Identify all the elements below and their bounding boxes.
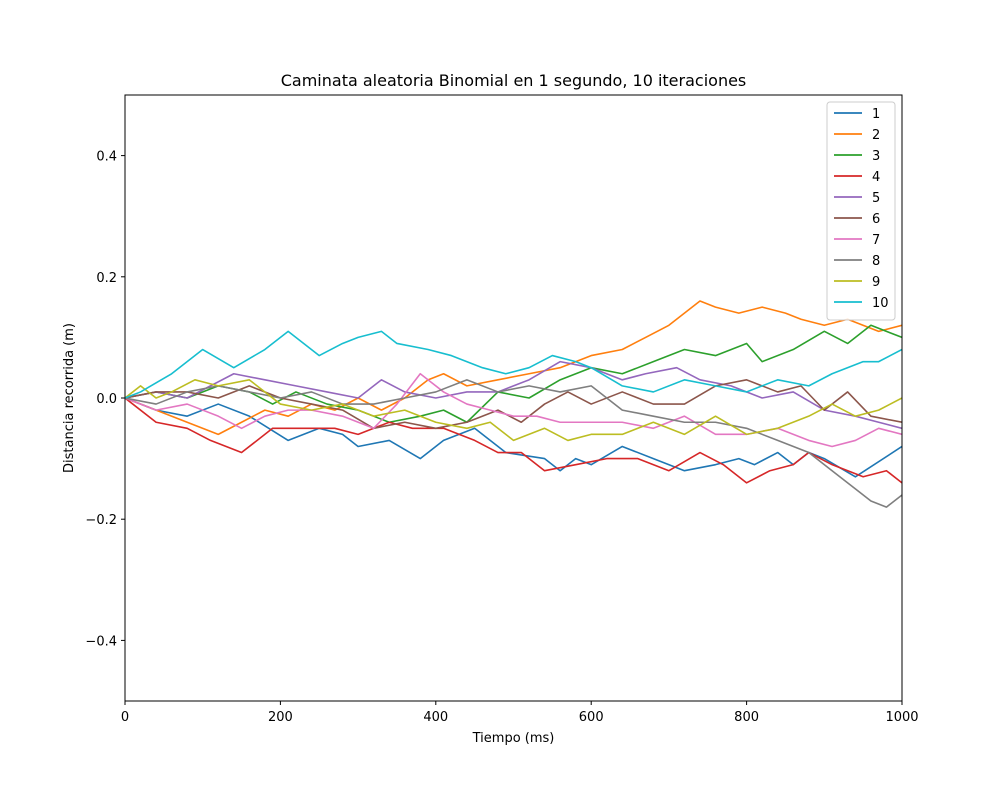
legend-label-10: 10	[872, 296, 889, 311]
legend-label-2: 2	[872, 128, 880, 143]
series-line-7	[125, 372, 902, 448]
y-tick-label: 0.0	[96, 392, 117, 407]
series-line-1	[125, 397, 902, 478]
y-tick-label: −0.4	[85, 634, 117, 649]
x-tick-label: 0	[121, 710, 129, 725]
legend-label-7: 7	[872, 233, 880, 248]
legend: 1 2 3 4 5 6 7 8 9 10	[826, 101, 896, 321]
legend-box	[826, 101, 896, 321]
legend-label-4: 4	[872, 170, 880, 185]
chart-title: Caminata aleatoria Binomial en 1 segundo…	[281, 71, 747, 90]
series-line-3	[125, 324, 902, 424]
series-line-8	[125, 379, 902, 508]
series-layer	[125, 300, 902, 508]
legend-label-8: 8	[872, 254, 880, 269]
x-axis-label: Tiempo (ms)	[472, 731, 555, 746]
x-tick-label: 800	[734, 710, 759, 725]
legend-label-3: 3	[872, 149, 880, 164]
x-tick-label: 1000	[885, 710, 918, 725]
axes-layer: 0 200 400 600 800 1000 −0.4 −0.2 0.0 0.2 0.4	[85, 94, 919, 725]
x-tick-label: 400	[423, 710, 448, 725]
series-line-5	[125, 360, 902, 430]
y-tick-label: −0.2	[85, 513, 117, 528]
y-tick-label: 0.2	[96, 271, 117, 286]
x-tick-label: 600	[579, 710, 604, 725]
series-line-9	[125, 379, 902, 442]
y-axis-label: Distancia recorrida (m)	[62, 323, 77, 473]
legend-label-9: 9	[872, 275, 880, 290]
x-tick-label: 200	[268, 710, 293, 725]
series-line-4	[125, 397, 902, 484]
series-line-10	[125, 330, 902, 399]
legend-label-6: 6	[872, 212, 880, 227]
legend-label-1: 1	[872, 107, 880, 122]
y-tick-label: 0.4	[96, 150, 117, 165]
series-line-2	[125, 300, 902, 436]
legend-label-5: 5	[872, 191, 880, 206]
